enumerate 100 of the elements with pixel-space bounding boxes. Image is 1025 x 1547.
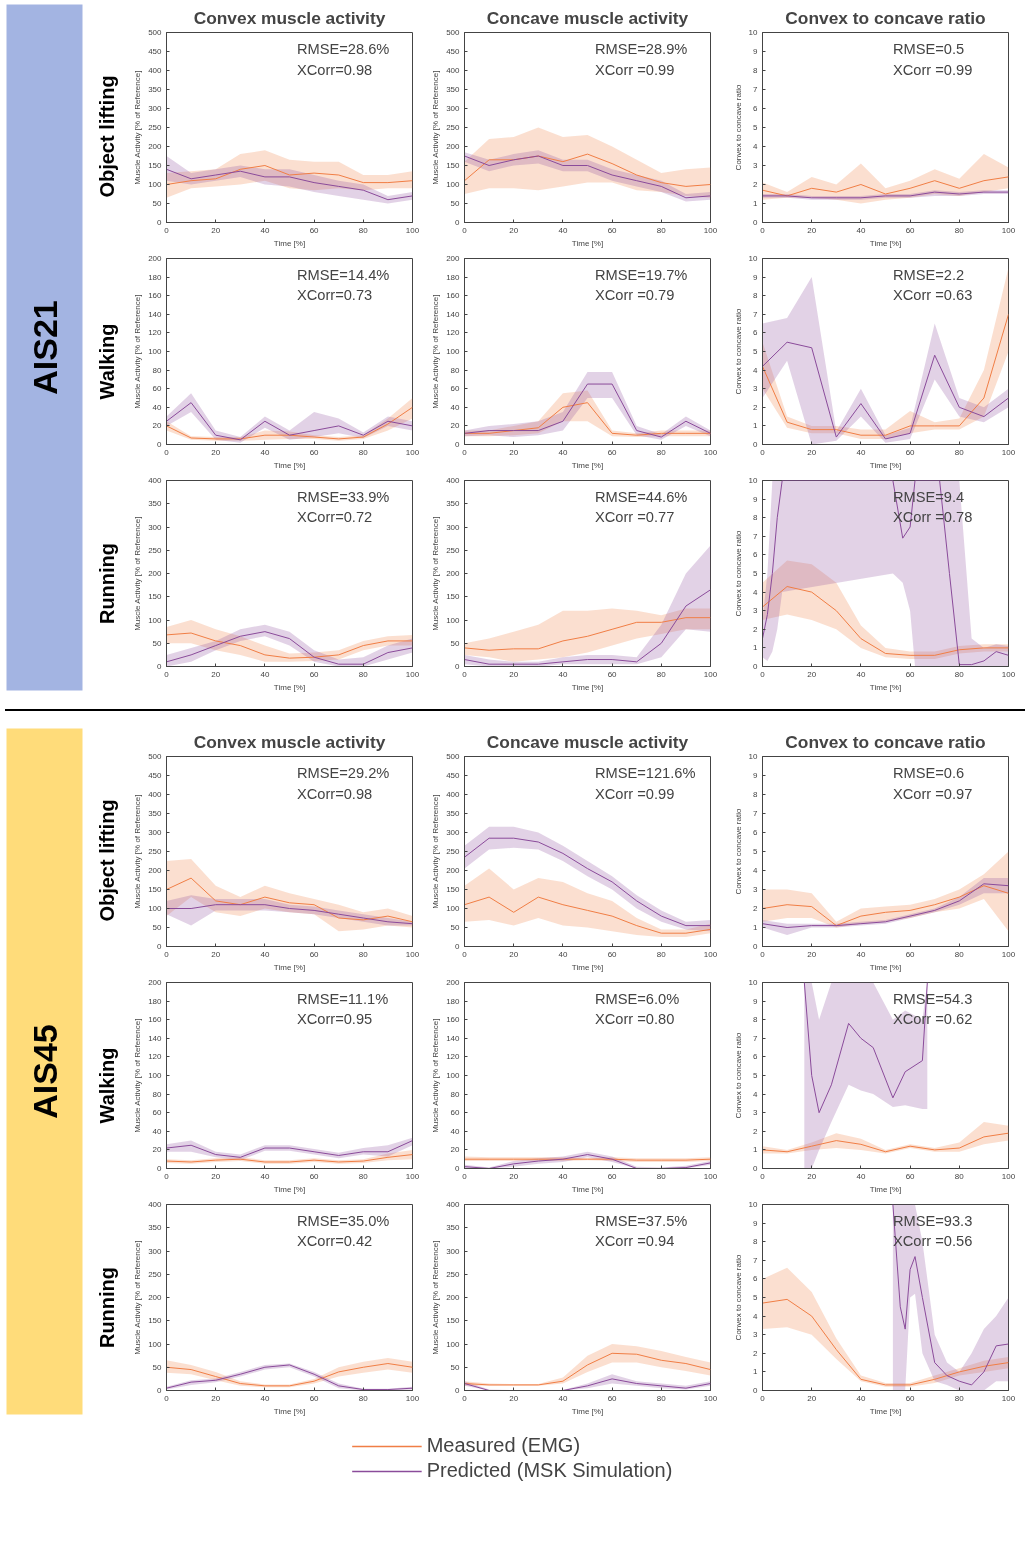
x-tick-label: 80 — [656, 669, 667, 679]
x-axis-title: Time [%] — [571, 1184, 604, 1194]
y-tick-label: 8 — [753, 1015, 759, 1025]
y-tick-label: 6 — [753, 104, 759, 113]
x-tick-label: 20 — [211, 447, 221, 457]
x-tick-label: 20 — [211, 1393, 221, 1403]
x-tick-label: 100 — [405, 1393, 420, 1403]
y-axis-title: Convex to concave ratio — [733, 530, 743, 617]
y-tick-label: 100 — [148, 1339, 163, 1349]
x-tick-label: 60 — [607, 949, 618, 959]
y-tick-label: 350 — [148, 1223, 163, 1233]
x-tick-label: 60 — [309, 447, 320, 457]
x-tick-label: 0 — [164, 669, 170, 679]
x-tick-label: 100 — [405, 447, 420, 457]
y-tick-label: 100 — [446, 180, 461, 189]
y-tick-label: 150 — [446, 161, 461, 170]
y-tick-label: 120 — [446, 328, 461, 338]
y-tick-label: 180 — [446, 996, 461, 1006]
x-axis-title: Time [%] — [571, 962, 604, 972]
y-tick-label: 10 — [748, 254, 759, 263]
y-tick-label: 250 — [446, 1269, 461, 1279]
y-tick-label: 200 — [446, 569, 461, 578]
x-tick-label: 0 — [462, 225, 468, 235]
x-tick-label: 40 — [856, 1171, 866, 1181]
y-tick-label: 60 — [152, 384, 163, 394]
y-tick-label: 150 — [446, 885, 461, 894]
y-axis-title: Convex to concave ratio — [733, 84, 743, 171]
x-tick-label: 0 — [164, 1171, 170, 1181]
x-tick-label: 60 — [607, 447, 618, 457]
y-tick-label: 9 — [753, 771, 759, 780]
y-tick-label: 50 — [152, 638, 163, 648]
x-tick-label: 100 — [1001, 1393, 1016, 1403]
text: Walking — [95, 323, 118, 400]
y-axis-title: Muscle Activity [% of Reference] — [431, 1018, 441, 1133]
y-tick-label: 60 — [450, 384, 461, 394]
y-tick-label: 1 — [753, 199, 759, 208]
y-tick-label: 400 — [446, 1200, 461, 1209]
y-tick-label: 140 — [446, 309, 461, 319]
y-tick-label: 60 — [450, 1108, 461, 1118]
x-tick-label: 40 — [558, 447, 568, 457]
y-tick-label: 7 — [753, 1033, 759, 1043]
y-tick-label: 300 — [148, 522, 163, 532]
x-tick-label: 0 — [462, 447, 468, 457]
x-tick-label: 40 — [260, 949, 270, 959]
x-tick-label: 60 — [905, 225, 916, 235]
x-tick-label: 60 — [905, 669, 916, 679]
y-tick-label: 9 — [753, 272, 759, 282]
x-tick-label: 100 — [703, 225, 718, 235]
y-tick-label: 200 — [446, 1293, 461, 1302]
line-series — [464, 1352, 711, 1386]
annotation: XCorr=0.72 — [296, 509, 373, 526]
y-tick-label: 5 — [753, 847, 759, 856]
x-tick-label: 20 — [509, 1393, 519, 1403]
y-axis-title: Convex to concave ratio — [733, 308, 743, 395]
x-tick-label: 100 — [1001, 669, 1016, 679]
x-axis-title: Time [%] — [273, 1406, 306, 1416]
y-tick-label: 1 — [753, 643, 759, 653]
y-tick-label: 9 — [753, 47, 759, 56]
annotation: RMSE=28.9% — [594, 41, 688, 58]
x-tick-label: 60 — [905, 949, 916, 959]
y-tick-label: 80 — [152, 1089, 163, 1099]
chart-title: Concave muscle activity — [486, 7, 689, 28]
annotation: RMSE=33.9% — [296, 488, 390, 505]
y-tick-label: 8 — [753, 291, 759, 301]
y-tick-label: 140 — [148, 309, 163, 319]
y-axis-title: Muscle Activity [% of Reference] — [431, 516, 441, 631]
y-tick-label: 100 — [148, 180, 163, 189]
y-tick-label: 0 — [753, 662, 759, 671]
x-tick-label: 0 — [164, 1393, 170, 1403]
y-tick-label: 100 — [148, 615, 163, 625]
y-tick-label: 3 — [753, 606, 759, 616]
line-series — [166, 632, 413, 659]
x-tick-label: 40 — [260, 225, 270, 235]
y-tick-label: 1 — [753, 421, 759, 431]
x-tick-label: 60 — [607, 1393, 618, 1403]
x-tick-label: 100 — [405, 1171, 420, 1181]
y-tick-label: 0 — [753, 942, 759, 951]
y-tick-label: 20 — [152, 1145, 163, 1155]
text: Running — [95, 1266, 118, 1349]
y-tick-label: 3 — [753, 161, 759, 170]
x-tick-label: 60 — [607, 669, 618, 679]
text: AIS45 — [25, 1024, 64, 1119]
y-tick-label: 80 — [152, 365, 163, 375]
x-tick-label: 0 — [164, 949, 170, 959]
y-tick-label: 5 — [753, 347, 759, 356]
y-tick-label: 0 — [753, 1386, 759, 1395]
y-tick-label: 4 — [753, 142, 759, 151]
x-tick-label: 0 — [760, 1171, 766, 1181]
y-tick-label: 4 — [753, 1311, 759, 1321]
y-tick-label: 1 — [753, 1367, 759, 1377]
y-tick-label: 20 — [450, 421, 461, 431]
y-tick-label: 5 — [753, 1071, 759, 1080]
line-series — [166, 165, 413, 185]
x-tick-label: 80 — [358, 225, 369, 235]
x-axis-title: Time [%] — [571, 238, 604, 248]
y-axis-title: Muscle Activity [% of Reference] — [133, 794, 143, 909]
y-tick-label: 10 — [748, 1200, 759, 1209]
y-tick-label: 0 — [753, 440, 759, 449]
x-axis-title: Time [%] — [273, 1184, 306, 1194]
x-tick-label: 80 — [656, 225, 667, 235]
